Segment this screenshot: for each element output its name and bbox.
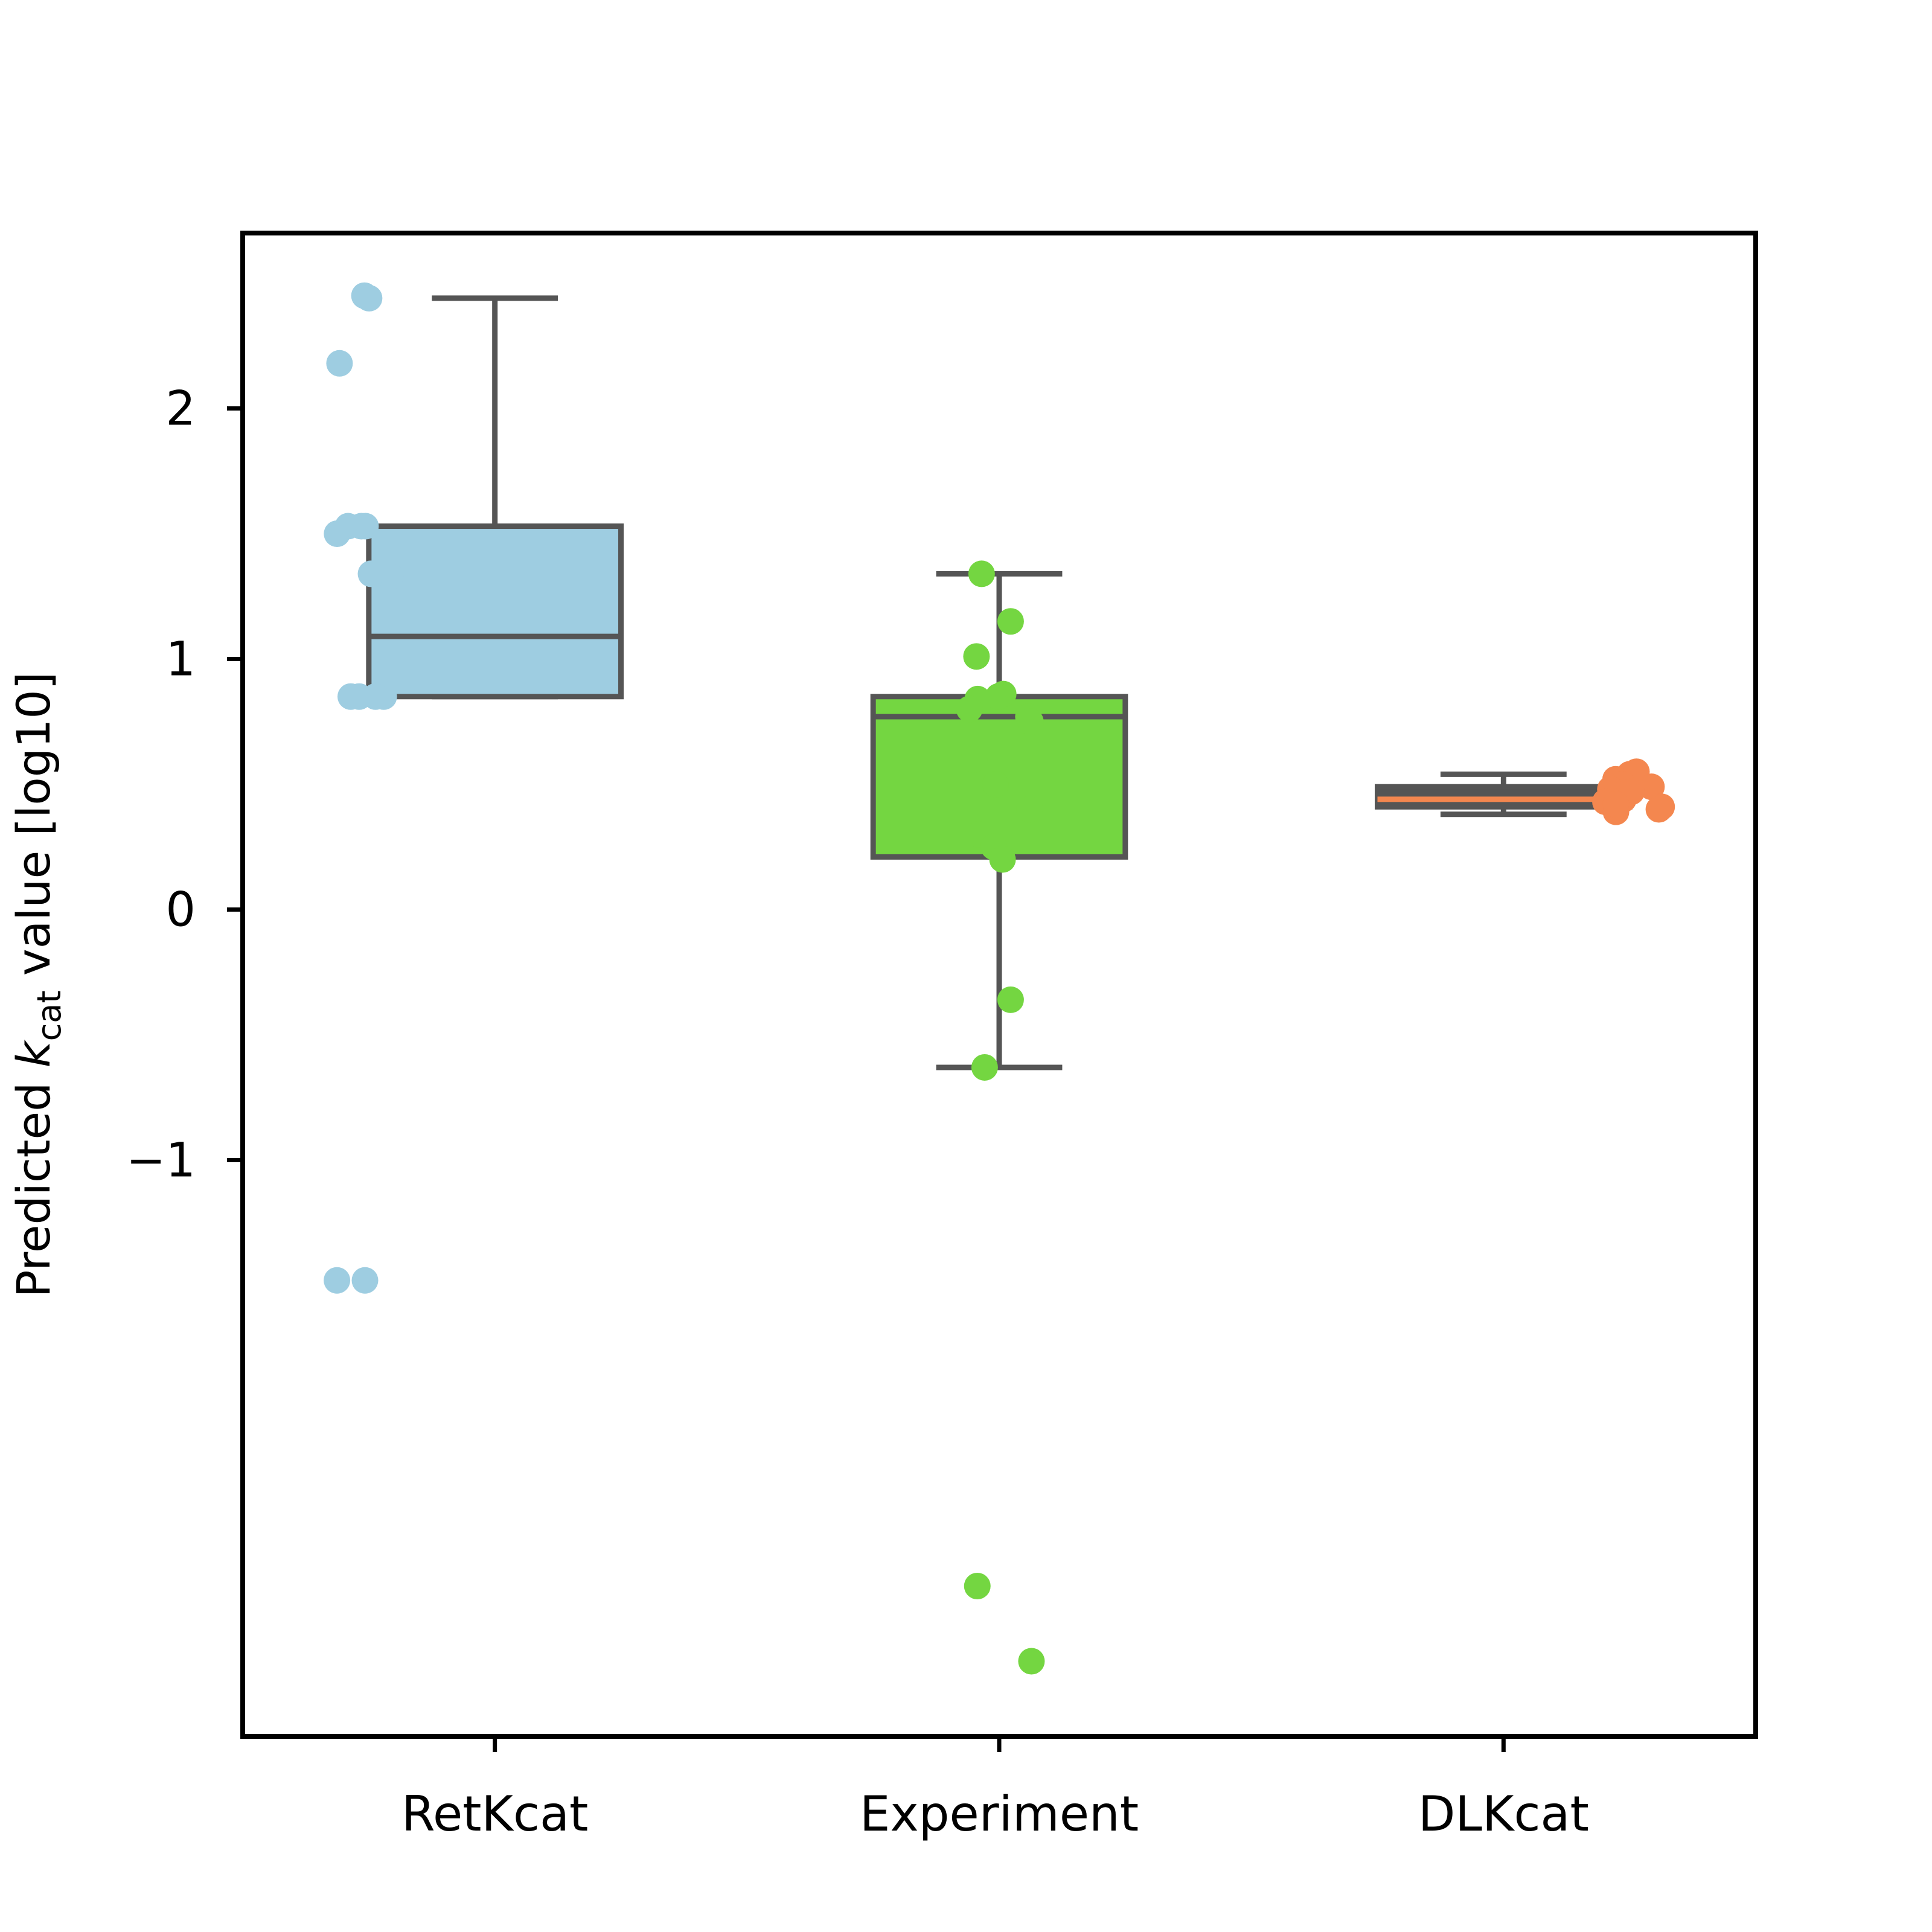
x-tick-label: RetKcat: [401, 1786, 588, 1842]
y-axis-label-subscript: cat: [30, 990, 68, 1041]
data-point: [1017, 708, 1044, 735]
data-point: [352, 513, 379, 540]
y-axis-label-italic: k: [7, 1039, 60, 1067]
box-iqr: [366, 523, 624, 700]
data-point: [961, 746, 988, 773]
data-point: [1638, 773, 1665, 801]
x-tick-label: Experiment: [860, 1786, 1139, 1842]
data-point: [324, 1267, 351, 1294]
x-tick-label: DLKcat: [1418, 1786, 1589, 1842]
data-point: [997, 608, 1024, 635]
points-retkcat: [324, 282, 404, 1294]
data-point: [963, 643, 990, 670]
data-point: [956, 696, 983, 723]
data-point: [326, 350, 353, 377]
y-axis-label-prefix: Predicted: [7, 1067, 60, 1297]
data-point: [997, 986, 1024, 1013]
data-point: [989, 846, 1016, 873]
box-group-retkcat: [366, 295, 624, 700]
data-point: [357, 560, 385, 587]
y-tick-label: 0: [165, 883, 196, 938]
data-point: [968, 560, 995, 587]
plot-area: [324, 282, 1675, 1675]
data-point: [964, 1573, 991, 1599]
data-point: [985, 683, 1012, 710]
data-point: [971, 1054, 998, 1081]
box-group-dlkcat: [1375, 771, 1633, 817]
y-axis: −1 0 1 2: [126, 382, 243, 1188]
data-point: [1645, 796, 1672, 823]
x-axis: RetKcat Experiment DLKcat: [401, 1736, 1589, 1842]
box-group-experiment: [870, 571, 1128, 1070]
data-point: [351, 1267, 379, 1294]
y-axis-label-suffix: value [log10]: [7, 672, 60, 991]
data-point: [982, 771, 1009, 798]
data-point: [324, 520, 351, 547]
y-tick-label: −1: [126, 1134, 196, 1188]
y-tick-label: 2: [165, 382, 196, 437]
y-axis-label: Predicted kcat value [log10]: [7, 672, 68, 1298]
data-point: [356, 284, 383, 312]
data-point: [362, 683, 389, 710]
y-tick-label: 1: [165, 633, 196, 687]
points-experiment: [956, 560, 1045, 1675]
data-point: [1602, 791, 1630, 818]
data-point: [1016, 796, 1043, 823]
points-dlkcat: [1592, 758, 1675, 825]
data-point: [1018, 1648, 1045, 1675]
data-point: [337, 683, 364, 710]
